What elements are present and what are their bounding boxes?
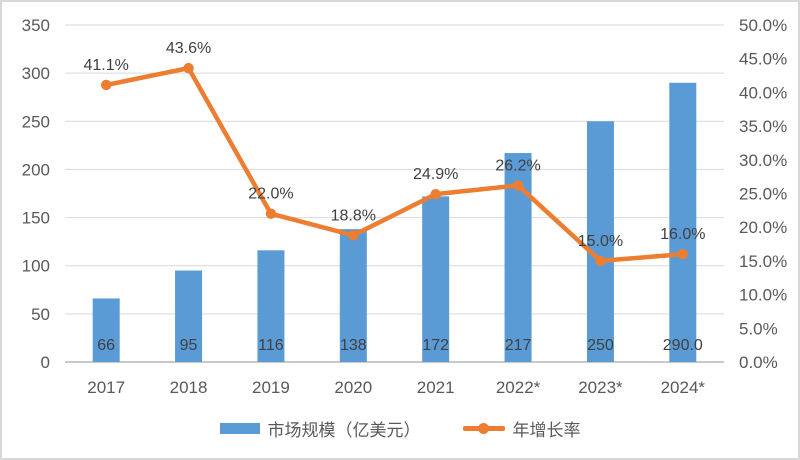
legend-line-marker-icon <box>478 423 489 434</box>
growth-value-label: 24.9% <box>413 166 458 183</box>
bar-value-label: 250 <box>587 337 614 354</box>
x-axis-tick-label: 2019 <box>252 378 290 397</box>
right-axis-tick-label: 45.0% <box>739 50 787 69</box>
left-axis-tick-label: 0 <box>41 353 50 372</box>
chart-legend: 市场规模（亿美元） 年增长率 <box>2 416 798 441</box>
bar-value-label: 116 <box>258 337 284 354</box>
x-axis-tick-label: 2024* <box>661 378 706 397</box>
bar <box>175 270 203 362</box>
line-marker <box>265 208 277 219</box>
bar <box>257 250 285 362</box>
growth-value-label: 18.8% <box>331 207 376 224</box>
legend-line-swatch-icon <box>462 423 505 434</box>
line-marker <box>183 62 194 74</box>
x-axis-tick-label: 2023* <box>578 378 623 397</box>
x-axis-tick-label: 2020 <box>334 378 372 397</box>
legend-label-growth-rate: 年增长率 <box>512 421 581 440</box>
bar <box>669 82 697 363</box>
bar-value-label: 290.0 <box>663 337 703 354</box>
x-axis-tick-label: 2017 <box>87 378 125 397</box>
bar <box>422 196 450 362</box>
x-axis-tick-label: 2022* <box>496 378 541 397</box>
left-axis-tick-label: 150 <box>22 209 50 228</box>
left-axis-tick-label: 350 <box>22 16 50 35</box>
left-axis-tick-label: 300 <box>22 64 50 83</box>
right-axis-tick-label: 0.0% <box>739 353 778 372</box>
right-axis-tick-label: 5.0% <box>739 319 778 338</box>
line-marker <box>100 79 112 91</box>
left-axis-tick-label: 250 <box>22 112 50 131</box>
right-axis-tick-label: 30.0% <box>739 151 787 170</box>
growth-value-label: 15.0% <box>578 233 623 250</box>
right-axis-tick-label: 35.0% <box>739 117 787 136</box>
line-marker <box>595 255 606 267</box>
line-marker <box>430 188 441 200</box>
line-marker <box>677 248 689 260</box>
left-axis-tick-label: 100 <box>22 257 50 276</box>
x-axis-tick-label: 2018 <box>170 378 208 397</box>
right-axis-tick-label: 25.0% <box>739 185 787 204</box>
growth-value-label: 41.1% <box>84 57 129 74</box>
right-axis-tick-label: 20.0% <box>739 218 787 237</box>
line-marker <box>512 180 524 191</box>
bar-value-label: 138 <box>340 337 367 354</box>
growth-rate-line <box>103 65 686 264</box>
left-axis-tick-label: 50 <box>31 305 50 324</box>
growth-value-label: 22.0% <box>248 186 293 203</box>
right-axis-tick-label: 15.0% <box>739 252 787 271</box>
right-axis-tick-label: 10.0% <box>739 286 787 305</box>
left-axis-tick-label: 200 <box>22 160 50 179</box>
legend-label-market-size: 市场规模（亿美元） <box>267 421 421 440</box>
bar-value-label: 172 <box>422 337 449 354</box>
growth-value-label: 16.0% <box>660 226 705 243</box>
bar-value-label: 95 <box>180 337 198 354</box>
legend-item-growth-rate: 年增长率 <box>462 416 581 441</box>
growth-value-label: 26.2% <box>495 157 540 174</box>
bar-value-label: 66 <box>97 337 115 354</box>
bar-value-label: 217 <box>505 337 532 354</box>
right-axis-tick-label: 40.0% <box>739 83 787 102</box>
bar <box>92 298 120 362</box>
growth-value-label: 43.6% <box>166 40 211 57</box>
bar <box>586 121 614 363</box>
line-marker <box>348 230 359 241</box>
x-axis-tick-label: 2021 <box>417 378 455 397</box>
legend-bar-swatch-icon <box>219 423 260 434</box>
legend-item-market-size: 市场规模（亿美元） <box>219 416 421 441</box>
bar <box>339 229 367 362</box>
right-axis-tick-label: 50.0% <box>739 16 787 35</box>
